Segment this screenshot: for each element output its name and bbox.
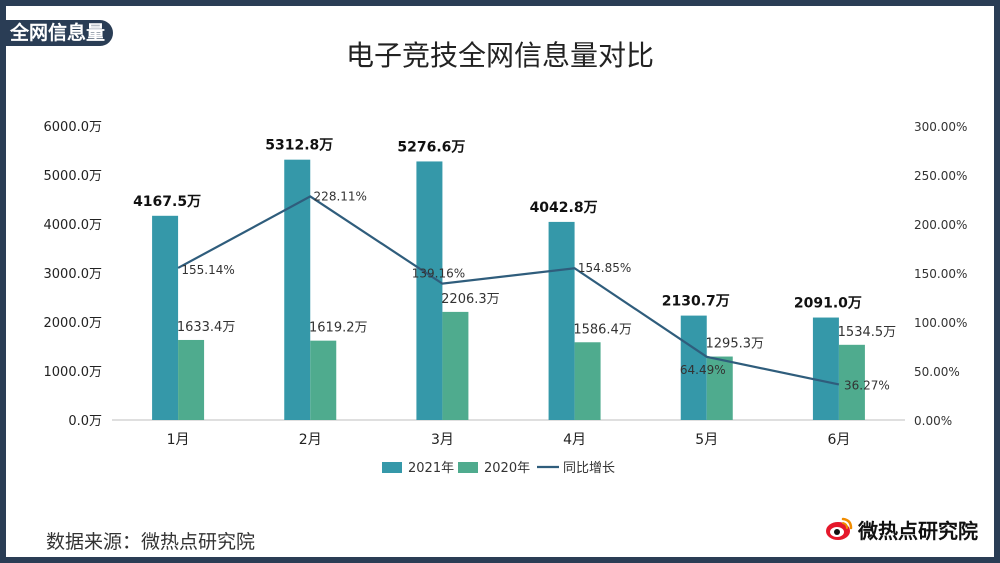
y-left-tick-label: 1000.0万 — [44, 365, 103, 380]
bar-2020 — [178, 339, 205, 420]
legend-swatch-2020 — [458, 462, 478, 473]
bar-2020-value-label: 2206.3万 — [441, 292, 500, 307]
data-source-note: 数据来源：微热点研究院 — [46, 531, 256, 553]
growth-value-label: 36.27% — [844, 378, 890, 392]
y-left-tick-label: 2000.0万 — [44, 316, 103, 331]
y-right-tick-label: 150.00% — [914, 267, 967, 281]
growth-value-label: 154.85% — [578, 261, 631, 275]
bar-2020-value-label: 1295.3万 — [706, 337, 765, 352]
bar-2021 — [416, 161, 443, 420]
bar-2020 — [838, 344, 865, 420]
y-left-tick-label: 4000.0万 — [44, 218, 103, 233]
bar-2021 — [152, 215, 179, 420]
legend-label-2021: 2021年 — [408, 461, 454, 476]
y-right-tick-label: 100.00% — [914, 316, 967, 330]
bar-2021 — [548, 221, 575, 420]
x-tick-label: 6月 — [827, 432, 850, 448]
bar-2021-value-label: 2091.0万 — [794, 296, 862, 312]
legend-label-growth: 同比增长 — [563, 461, 615, 476]
y-right-tick-label: 300.00% — [914, 120, 967, 134]
bar-2020-value-label: 1586.4万 — [573, 322, 632, 337]
legend-swatch-2021 — [382, 462, 402, 473]
x-tick-label: 1月 — [167, 432, 190, 448]
bar-2021-value-label: 2130.7万 — [662, 294, 730, 310]
bar-2020 — [442, 311, 469, 420]
x-tick-label: 4月 — [563, 432, 586, 448]
y-left-tick-label: 6000.0万 — [44, 120, 103, 135]
x-tick-label: 5月 — [695, 432, 718, 448]
section-tag: 全网信息量 — [6, 20, 114, 46]
chart-title: 电子竞技全网信息量对比 — [345, 39, 654, 72]
bar-2021-value-label: 4167.5万 — [133, 194, 201, 210]
growth-value-label: 155.14% — [181, 263, 234, 277]
bar-2021-value-label: 4042.8万 — [530, 200, 598, 216]
y-right-tick-label: 50.00% — [914, 365, 960, 379]
brand-name: 微热点研究院 — [858, 518, 978, 543]
bar-2020-value-label: 1619.2万 — [309, 321, 368, 336]
bar-2020 — [706, 356, 733, 420]
bar-2021 — [812, 317, 839, 420]
bar-2020 — [310, 340, 337, 420]
x-tick-label: 3月 — [431, 432, 454, 448]
y-right-tick-label: 0.00% — [914, 414, 952, 428]
bar-2021-value-label: 5312.8万 — [265, 138, 333, 154]
y-right-tick-label: 250.00% — [914, 169, 967, 183]
y-right-tick-label: 200.00% — [914, 218, 967, 232]
y-left-tick-label: 5000.0万 — [44, 169, 103, 184]
y-left-tick-label: 0.0万 — [68, 414, 102, 429]
y-left-tick-label: 3000.0万 — [44, 267, 103, 282]
growth-line — [177, 195, 840, 386]
growth-value-label: 228.11% — [314, 189, 367, 203]
bar-2021 — [680, 315, 707, 420]
bar-2021-value-label: 5276.6万 — [397, 139, 465, 155]
x-tick-label: 2月 — [299, 432, 322, 448]
brand-logo: 微热点研究院 — [824, 514, 978, 544]
growth-value-label: 139.16% — [412, 267, 465, 281]
bar-2020-value-label: 1633.4万 — [177, 320, 236, 335]
growth-value-label: 64.49% — [680, 363, 726, 377]
bar-2020-value-label: 1534.5万 — [838, 325, 897, 340]
weibo-eye-icon — [826, 517, 853, 540]
legend-label-2020: 2020年 — [484, 461, 530, 476]
bar-2020 — [574, 342, 601, 420]
